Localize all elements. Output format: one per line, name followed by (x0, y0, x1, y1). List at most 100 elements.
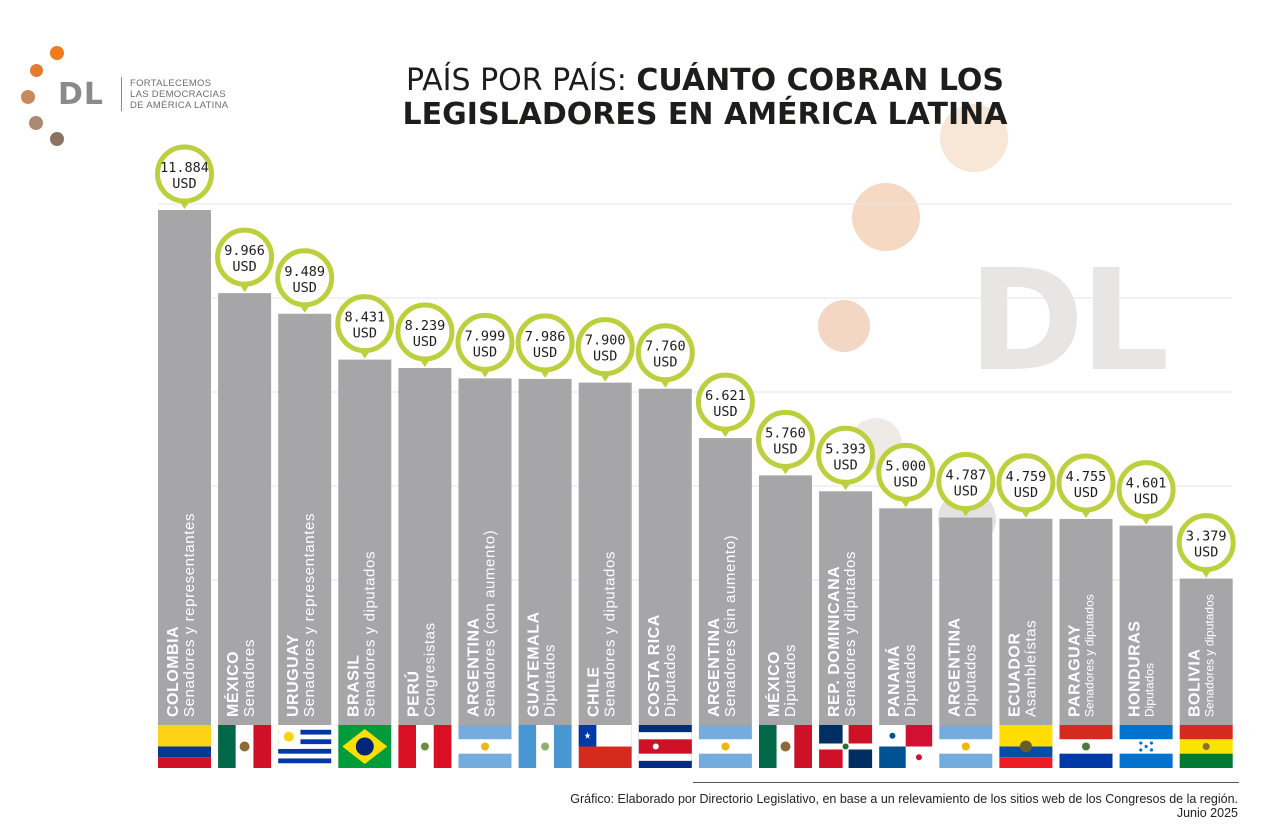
value-bubble (936, 452, 996, 512)
value-bubble (515, 313, 575, 373)
logo-dot (29, 116, 43, 130)
bar-unit-label: USD (533, 345, 557, 361)
flag-uruguay-icon (278, 725, 332, 768)
bar-chamber-label: Senadores y representantes (301, 513, 318, 717)
value-bubble (756, 409, 815, 469)
flag-emblem (652, 743, 659, 750)
bar-value-label: 4.787 (945, 468, 986, 484)
flag-part (518, 725, 537, 768)
flag-part (999, 757, 1053, 768)
bar-unit-label: USD (413, 334, 437, 350)
bar (819, 491, 873, 725)
bar-country-label: ECUADOR (1006, 633, 1023, 717)
bar-chamber-label: Senadores (241, 639, 258, 717)
value-bubble (635, 323, 695, 383)
flag-star (889, 732, 896, 739)
flag-part (999, 725, 1053, 747)
bar-country-label: PERÚ (403, 671, 422, 717)
flag-part (218, 725, 236, 768)
flag-ecuador-icon (999, 725, 1053, 768)
flag-sun (721, 742, 730, 751)
bar-group: COLOMBIA Senadores y representantes 11.884… (155, 144, 214, 768)
flag-star (1139, 741, 1143, 745)
logo-dot (50, 46, 64, 60)
flag-star (1149, 741, 1153, 745)
bar-country-label: MÉXICO (764, 651, 783, 717)
value-bubble (455, 312, 515, 372)
flag-part (848, 749, 873, 768)
bar (338, 359, 392, 725)
flag-honduras-icon (1119, 725, 1173, 768)
flag-part (698, 753, 752, 768)
flag-part (158, 725, 211, 747)
bar-chamber-label: Senadores y diputados (842, 551, 859, 717)
value-bubble (1116, 460, 1176, 520)
flag-argentina-icon (939, 725, 993, 768)
bar-group: URUGUAY Senadores y representantes 9.489US… (275, 248, 335, 768)
flag-part (278, 739, 332, 745)
flag-colombia-icon (158, 725, 211, 768)
bar (1119, 525, 1173, 725)
source-note: Gráfico: Elaborado por Directorio Legisl… (570, 792, 1238, 820)
bar (759, 475, 812, 725)
flag-emblem (1082, 742, 1090, 751)
logo-dot (50, 132, 64, 146)
flag-mexico-icon (759, 725, 812, 768)
bar-unit-label: USD (1134, 492, 1158, 508)
bar-unit-label: USD (1194, 545, 1218, 561)
bar-chamber-label: Senadores y diputados (1083, 594, 1097, 717)
bar-value-label: 3.379 (1186, 529, 1227, 545)
logo-tagline: FORTALECEMOS LAS DEMOCRACIAS DE AMÉRICA … (130, 78, 228, 111)
bar-value-label: 6.621 (705, 388, 746, 404)
bar-value-label: 8.239 (405, 318, 446, 334)
flag-emblem (420, 742, 429, 751)
bar-country-label: REP. DOMINICANA (826, 566, 843, 717)
bar-value-label: 9.966 (224, 243, 265, 259)
value-bubble (1176, 513, 1236, 573)
bar-chamber-label: Senadores y diputados (1203, 594, 1217, 717)
bar-chamber-label: Diputados (782, 644, 799, 717)
value-bubble (275, 248, 335, 308)
bar-unit-label: USD (353, 326, 377, 342)
bar-chamber-label: Diputados (542, 644, 559, 717)
flag-sun (283, 731, 294, 742)
logo-tagline-line: DE AMÉRICA LATINA (130, 100, 229, 111)
bar-country-label: BOLIVIA (1187, 649, 1204, 717)
title-bold: CUÁNTO COBRAN LOS (636, 63, 1005, 98)
flag-part (698, 725, 752, 740)
bar-country-label: BRASIL (345, 654, 362, 717)
flag-part (458, 753, 512, 768)
bar-country-label: HONDURAS (1127, 621, 1144, 717)
bar-unit-label: USD (172, 176, 196, 192)
bar-country-label: CHILE (586, 667, 603, 718)
bar-country-label: PANAMÁ (884, 645, 903, 717)
bar-unit-label: USD (293, 280, 317, 296)
bar-unit-label: USD (713, 404, 737, 420)
flag-part (1119, 725, 1173, 740)
bar-country-label: COLOMBIA (165, 626, 182, 717)
value-bubble (215, 227, 275, 287)
title-line2: LEGISLADORES EN AMÉRICA LATINA (402, 97, 1008, 132)
decorative-circle (852, 183, 920, 251)
bar-unit-label: USD (653, 355, 677, 371)
bar-country-label: ARGENTINA (706, 617, 723, 717)
flag-mexico-icon (218, 725, 272, 768)
logo-tagline-line: FORTALECEMOS (130, 78, 212, 89)
bar (398, 367, 452, 725)
bar-group: REP. DOMINICANA Senadores y diputados 5.39… (816, 425, 876, 768)
flag-argentina-icon (698, 725, 752, 768)
bar (939, 517, 993, 725)
flag-emblem (1019, 740, 1032, 753)
flag-star (584, 731, 591, 739)
